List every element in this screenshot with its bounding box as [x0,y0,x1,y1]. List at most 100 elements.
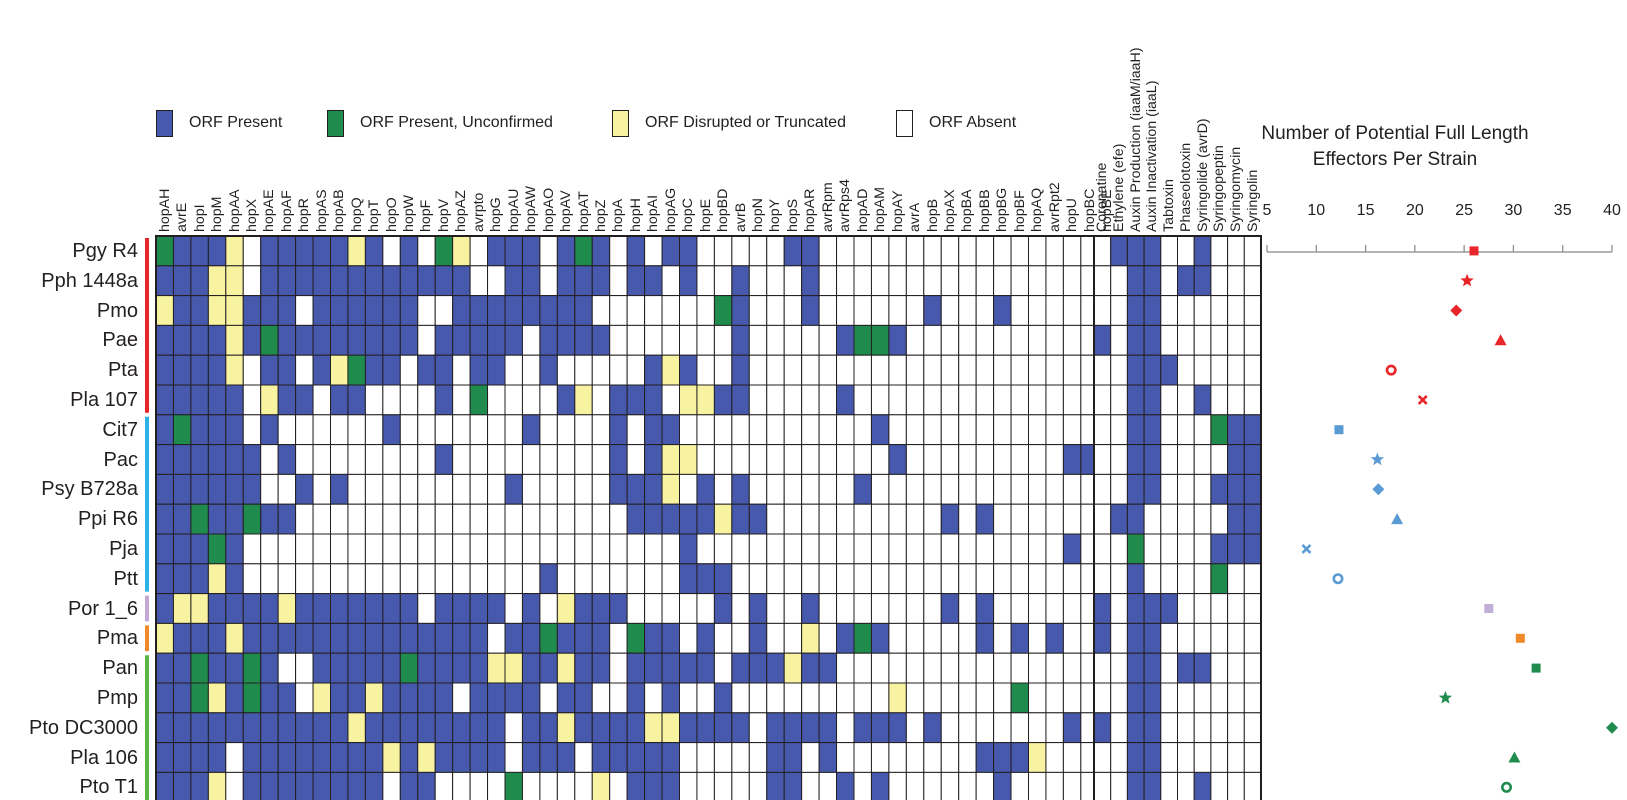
heatmap-cell [870,444,890,475]
heatmap-cell [626,235,646,267]
heatmap-cell [975,384,995,416]
heatmap-cell [679,444,698,475]
heatmap-cell [1227,265,1245,297]
heatmap-cell [609,444,628,475]
column-label: Syringolin [1244,169,1261,232]
heatmap-cell [155,563,174,595]
heatmap-cell [661,384,680,416]
column-label: avrRpt2 [1046,182,1063,232]
heatmap-cell [1028,533,1047,565]
column-label: Ethylene (efe) [1111,143,1128,232]
column-label: hopBA [959,189,976,232]
column-label: hopAD [854,188,871,232]
heatmap-cell [347,742,366,773]
heatmap-cell [713,354,733,386]
heatmap-cell [1210,742,1229,773]
heatmap-cell [818,533,838,565]
heatmap-cell [539,444,558,475]
heatmap-cell [975,295,995,326]
heatmap-cell [1160,503,1179,535]
heatmap-cell [295,652,314,684]
column-label: hopAQ [1029,187,1046,232]
heatmap-cell [242,652,262,684]
heatmap-cell [888,235,907,267]
heatmap-cell [801,771,820,800]
heatmap-cell [1243,235,1262,267]
heatmap-cell [1160,563,1179,595]
heatmap-cell [801,503,820,535]
heatmap-cell [748,563,768,595]
heatmap-cell [277,682,297,714]
heatmap-cell [469,324,489,356]
heatmap-cell [487,593,506,624]
heatmap-cell [661,265,680,297]
heatmap-cell [487,384,506,416]
heatmap-cell [469,473,489,505]
heatmap-cell [521,563,541,595]
heatmap-cell [434,235,454,267]
heatmap-cell [155,414,174,446]
heatmap-cell [1062,324,1082,356]
heatmap-cell [1010,563,1029,595]
heatmap-cell [713,593,733,624]
heatmap-cell [1210,444,1229,475]
heatmap-cell [1010,354,1029,386]
heatmap-cell [295,533,314,565]
heatmap-cell [521,295,541,326]
heatmap-cell [591,444,611,475]
heatmap-cell [1193,771,1212,800]
heatmap-cell [382,593,401,624]
heatmap-cell [452,384,471,416]
heatmap-cell [679,533,698,565]
heatmap-cell [312,742,331,773]
heatmap-cell [399,354,419,386]
heatmap-cell [888,742,907,773]
strain-label: Pta [107,359,138,382]
heatmap-cell [364,235,384,267]
heatmap-cell [713,414,733,446]
column-label: avrRpm [819,182,836,232]
heatmap-cell [1093,295,1112,326]
heatmap-cell [277,473,297,505]
heatmap-cell [242,771,262,800]
heatmap-cell [609,652,628,684]
column-label: hopS [784,198,801,232]
heatmap-cell [696,473,715,505]
heatmap-cell [958,563,977,595]
heatmap-cell [207,533,227,565]
heatmap-cell [923,712,942,744]
heatmap-cell [748,593,768,624]
heatmap-cell [225,771,244,800]
heatmap-cell [452,473,471,505]
heatmap-cell [277,503,297,535]
heatmap-cell [870,265,890,297]
heatmap-cell [382,712,401,744]
heatmap-cell [975,324,995,356]
heatmap-cell [347,473,366,505]
heatmap-cell [347,265,366,297]
heatmap-cell [1028,622,1047,654]
heatmap-cell [591,384,611,416]
heatmap-cell [1093,444,1112,475]
heatmap-cell [679,503,698,535]
heatmap-cell [748,324,768,356]
heatmap-cell [1210,652,1229,684]
heatmap-cell [1227,235,1245,267]
heatmap-cell [190,503,209,535]
heatmap-cell [870,593,890,624]
heatmap-cell [836,473,855,505]
heatmap-cell [1210,622,1229,654]
heatmap-cell [626,593,646,624]
heatmap-cell [364,622,384,654]
heatmap-cell [1193,622,1212,654]
heatmap-cell [487,771,506,800]
heatmap-cell [696,652,715,684]
heatmap-cell [521,354,541,386]
heatmap-cell [836,324,855,356]
heatmap-cell [696,742,715,773]
heatmap-cell [1210,473,1229,505]
heatmap-cell [487,742,506,773]
heatmap-cell [1160,771,1179,800]
heatmap-cell [1045,712,1064,744]
heatmap-cell [312,533,331,565]
